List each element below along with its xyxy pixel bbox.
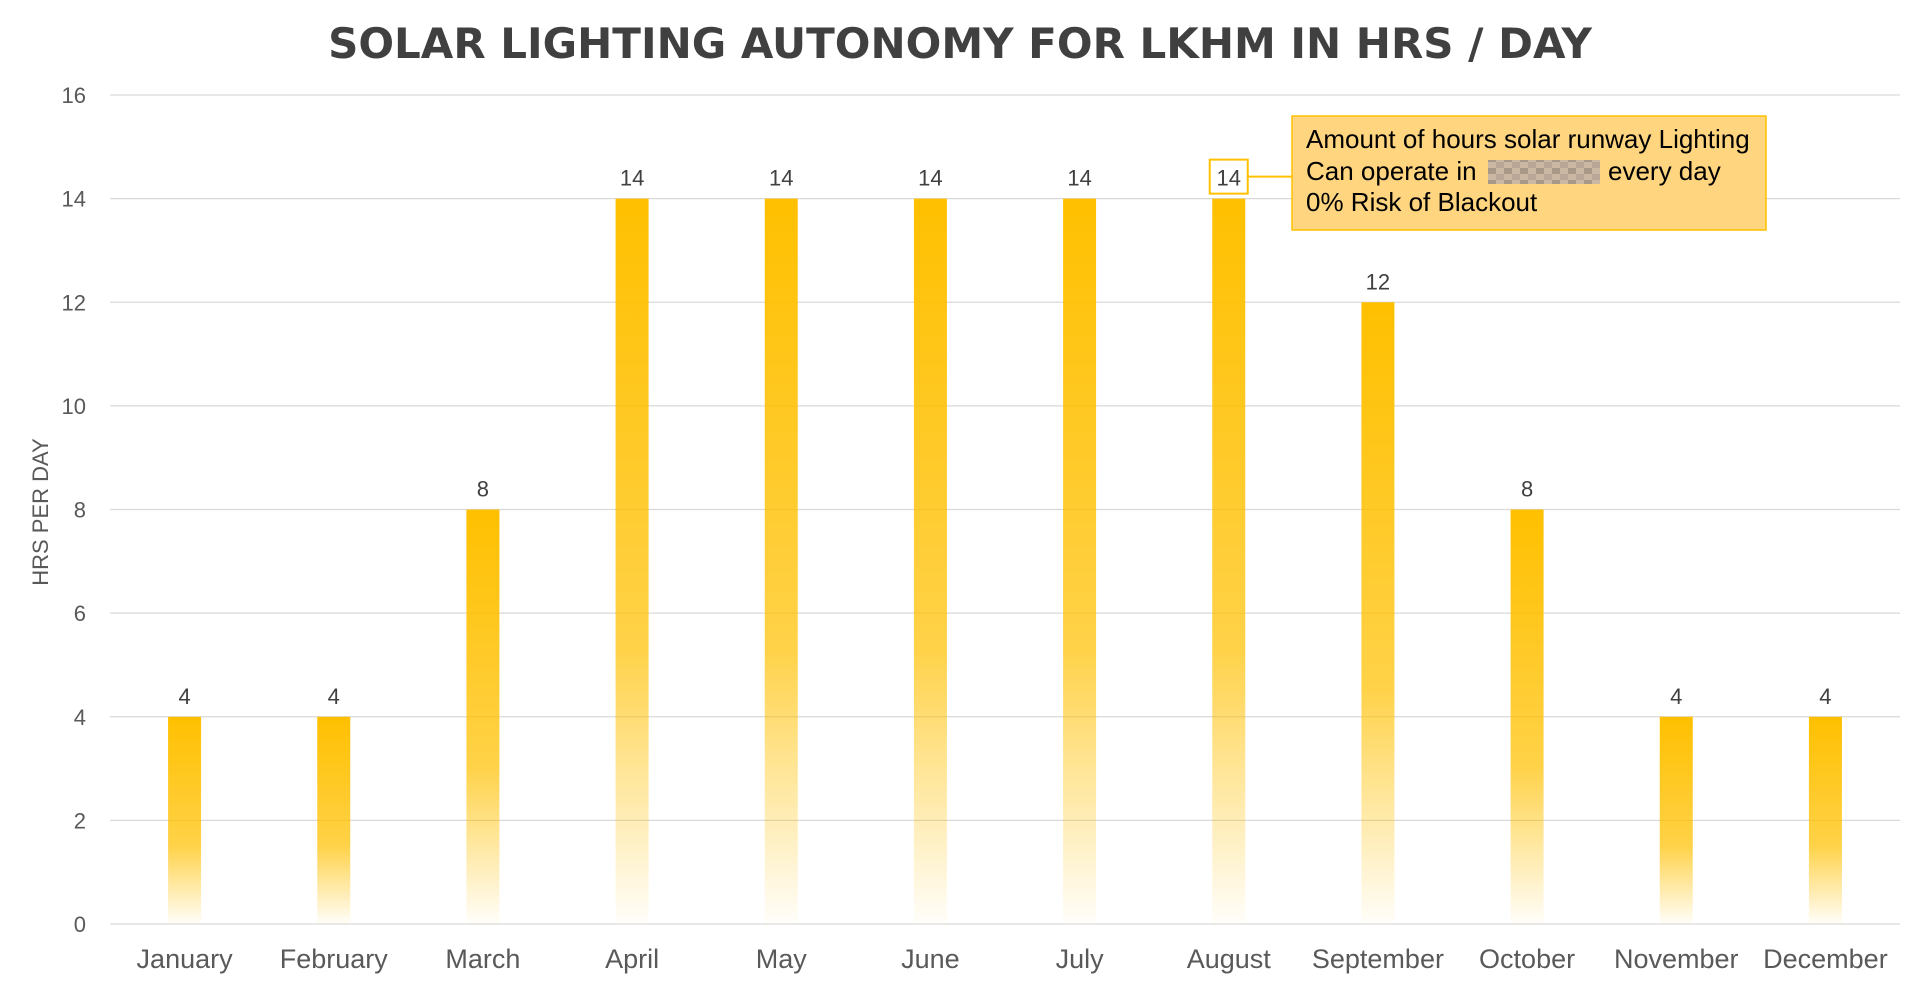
annotation-callout: Amount of hours solar runway Lighting Ca… bbox=[1247, 115, 1767, 231]
x-tick-label-may: May bbox=[756, 944, 808, 974]
bar-december bbox=[1808, 716, 1842, 924]
data-label-march: 8 bbox=[477, 477, 489, 502]
x-tick-label-february: February bbox=[280, 944, 389, 974]
data-label-july: 14 bbox=[1067, 166, 1091, 191]
y-tick-label: 8 bbox=[74, 498, 86, 523]
y-tick-label: 12 bbox=[62, 290, 86, 315]
bar-august bbox=[1212, 198, 1246, 924]
bar-june bbox=[913, 198, 947, 924]
x-tick-label-december: December bbox=[1763, 944, 1888, 974]
x-axis-ticks: January February March April May June July Augu… bbox=[137, 944, 1888, 974]
x-tick-label-november: November bbox=[1614, 944, 1739, 974]
bar-february bbox=[317, 716, 351, 924]
data-label-october: 8 bbox=[1521, 477, 1533, 502]
bar-april bbox=[615, 198, 649, 924]
data-label-may: 14 bbox=[769, 166, 793, 191]
gridlines bbox=[110, 94, 1900, 925]
data-label-january: 4 bbox=[178, 684, 190, 709]
bar-march bbox=[466, 509, 500, 924]
data-label-november: 4 bbox=[1670, 684, 1682, 709]
callout-line-3: 0% Risk of Blackout bbox=[1306, 187, 1538, 217]
chart-title: SOLAR LIGHTING AUTONOMY FOR LKHM IN HRS … bbox=[328, 19, 1592, 68]
data-label-february: 4 bbox=[328, 684, 340, 709]
callout-line-2-suffix: every day bbox=[1608, 156, 1721, 186]
bar-may bbox=[764, 198, 798, 924]
x-tick-label-july: July bbox=[1056, 944, 1105, 974]
x-tick-label-january: January bbox=[137, 944, 234, 974]
data-label-june: 14 bbox=[918, 166, 942, 191]
x-tick-label-october: October bbox=[1479, 944, 1575, 974]
y-tick-label: 6 bbox=[74, 601, 86, 626]
data-label-december: 4 bbox=[1819, 684, 1831, 709]
bar-november bbox=[1659, 716, 1693, 924]
bar-january bbox=[168, 716, 202, 924]
y-tick-label: 0 bbox=[74, 912, 86, 937]
data-label-september: 12 bbox=[1366, 269, 1390, 294]
x-tick-label-august: August bbox=[1187, 944, 1272, 974]
bars bbox=[168, 198, 1842, 924]
y-tick-label: 10 bbox=[62, 394, 86, 419]
bar-september bbox=[1361, 302, 1395, 924]
y-axis-label: HRS PER DAY bbox=[28, 438, 53, 586]
y-tick-label: 14 bbox=[62, 187, 86, 212]
y-tick-label: 2 bbox=[74, 808, 86, 833]
callout-line-2-prefix: Can operate in bbox=[1306, 156, 1477, 186]
bar-october bbox=[1510, 509, 1544, 924]
y-tick-label: 4 bbox=[74, 705, 86, 730]
data-label-august: 14 bbox=[1217, 166, 1241, 191]
y-tick-label: 16 bbox=[62, 83, 86, 108]
x-tick-label-september: September bbox=[1312, 944, 1444, 974]
x-tick-label-april: April bbox=[605, 944, 659, 974]
y-axis-ticks: 0 2 4 6 8 10 12 14 16 bbox=[62, 83, 86, 937]
callout-line-1: Amount of hours solar runway Lighting bbox=[1306, 124, 1750, 154]
x-tick-label-march: March bbox=[445, 944, 520, 974]
data-label-april: 14 bbox=[620, 166, 644, 191]
redacted-location bbox=[1488, 160, 1600, 184]
data-labels: 4 4 8 14 14 14 14 14 12 8 4 4 bbox=[178, 158, 1832, 709]
bar-july bbox=[1063, 198, 1097, 924]
x-tick-label-june: June bbox=[901, 944, 960, 974]
